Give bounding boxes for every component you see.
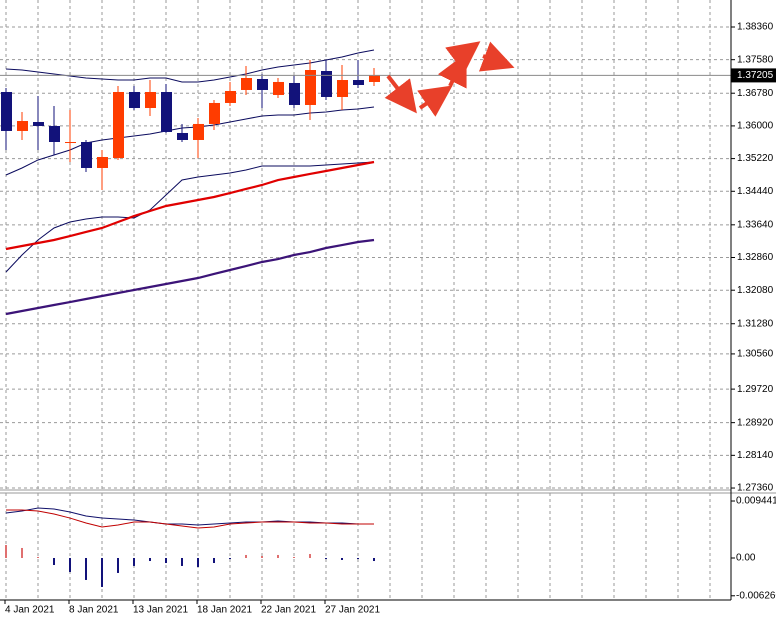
- arrow: [445, 41, 481, 74]
- histogram-bar: [53, 557, 55, 565]
- histogram-bar: [5, 545, 7, 558]
- indicator-line: [5, 161, 375, 273]
- y-tick-label: 1.35220: [737, 153, 774, 164]
- candle-body: [81, 141, 92, 168]
- candle-body: [17, 121, 28, 131]
- histogram-bar: [101, 557, 103, 587]
- histogram-bar: [85, 557, 87, 580]
- candle-body: [49, 125, 60, 142]
- histogram-bar: [325, 557, 327, 560]
- y-tick-label: 1.30560: [737, 349, 774, 360]
- candle-body: [241, 77, 252, 90]
- histogram-bar: [213, 557, 215, 564]
- y-tick-label: 1.28140: [737, 450, 774, 461]
- current-price-box: [731, 68, 776, 83]
- candle-body: [225, 90, 236, 103]
- plot-area: [0, 49, 731, 587]
- histogram-bar: [309, 554, 311, 558]
- histogram-bar: [69, 557, 71, 572]
- histogram-bar: [261, 556, 263, 558]
- candle-body: [193, 123, 204, 140]
- histogram-bar: [21, 547, 23, 558]
- histogram-bar: [245, 554, 247, 558]
- candle-body: [353, 80, 364, 85]
- y-tick-label: 1.36780: [737, 88, 774, 99]
- arrow: [417, 85, 453, 117]
- y-tick-label: 1.32860: [737, 252, 774, 263]
- y-tick-label: 1.37580: [737, 54, 774, 65]
- y-tick-label: 1.33640: [737, 219, 774, 230]
- x-tick-label: 8 Jan 2021: [69, 605, 119, 616]
- y-tick-label: 1.29720: [737, 384, 774, 395]
- arrow: [478, 41, 515, 72]
- macd-line: [5, 507, 374, 526]
- candle-body: [369, 75, 380, 82]
- x-tick-label: 27 Jan 2021: [325, 605, 380, 616]
- candle-body: [177, 132, 188, 140]
- indicator-line: [5, 106, 375, 176]
- histogram-bar: [37, 556, 39, 558]
- histogram-bar: [133, 557, 135, 566]
- candle-body: [33, 122, 44, 126]
- candle-body: [257, 79, 268, 90]
- y-tick-label: 0.0094415: [736, 496, 776, 507]
- macd-line: [6, 509, 374, 529]
- histogram-bar: [229, 557, 231, 560]
- y-tick-label: 1.38360: [737, 22, 774, 33]
- histogram-bar: [373, 557, 375, 562]
- candle-body: [97, 157, 108, 168]
- histogram-bar: [341, 557, 343, 560]
- y-tick-label: 0.00: [736, 553, 756, 564]
- candle-body: [337, 80, 348, 97]
- y-tick-label: 1.32080: [737, 285, 774, 296]
- y-tick-label: 1.27360: [737, 483, 774, 494]
- candle-body: [113, 91, 124, 159]
- histogram-bar: [357, 557, 359, 560]
- candle-body: [273, 81, 284, 95]
- x-tick-label: 4 Jan 2021: [5, 605, 55, 616]
- y-tick-label: 1.28920: [737, 417, 774, 428]
- x-tick-label: 18 Jan 2021: [197, 605, 252, 616]
- axes: 1.38360 1.37580 1.36780 1.36000 1.35220 1.344…: [4, 22, 776, 616]
- current-price-label: 1.37205: [737, 70, 774, 81]
- indicator-line: [5, 238, 375, 316]
- candle-body: [161, 91, 172, 132]
- histogram-bar: [165, 557, 167, 564]
- candle-body: [129, 91, 140, 109]
- candle-body: [65, 141, 76, 144]
- x-tick-label: 22 Jan 2021: [261, 605, 316, 616]
- y-tick-label: 1.36000: [737, 121, 774, 132]
- y-tick-label: 1.31280: [737, 318, 774, 329]
- candle-body: [305, 69, 316, 105]
- candle-body: [1, 91, 12, 131]
- histogram-bar: [181, 557, 183, 566]
- candle-body: [289, 82, 300, 105]
- candle-body: [321, 70, 332, 97]
- histogram-bar: [277, 554, 279, 558]
- indicator-line: [5, 160, 375, 251]
- histogram-bar: [293, 556, 295, 558]
- y-tick-label: -0.006260: [736, 590, 776, 601]
- grid: [0, 0, 731, 600]
- annotation-arrows: [384, 41, 515, 117]
- histogram-bar: [149, 557, 151, 562]
- candle-body: [145, 91, 156, 109]
- x-tick-label: 13 Jan 2021: [133, 605, 188, 616]
- arrow: [384, 74, 417, 114]
- y-tick-label: 1.34440: [737, 186, 774, 197]
- candle-body: [209, 102, 220, 124]
- histogram-bar: [117, 557, 119, 573]
- histogram-bar: [197, 557, 199, 567]
